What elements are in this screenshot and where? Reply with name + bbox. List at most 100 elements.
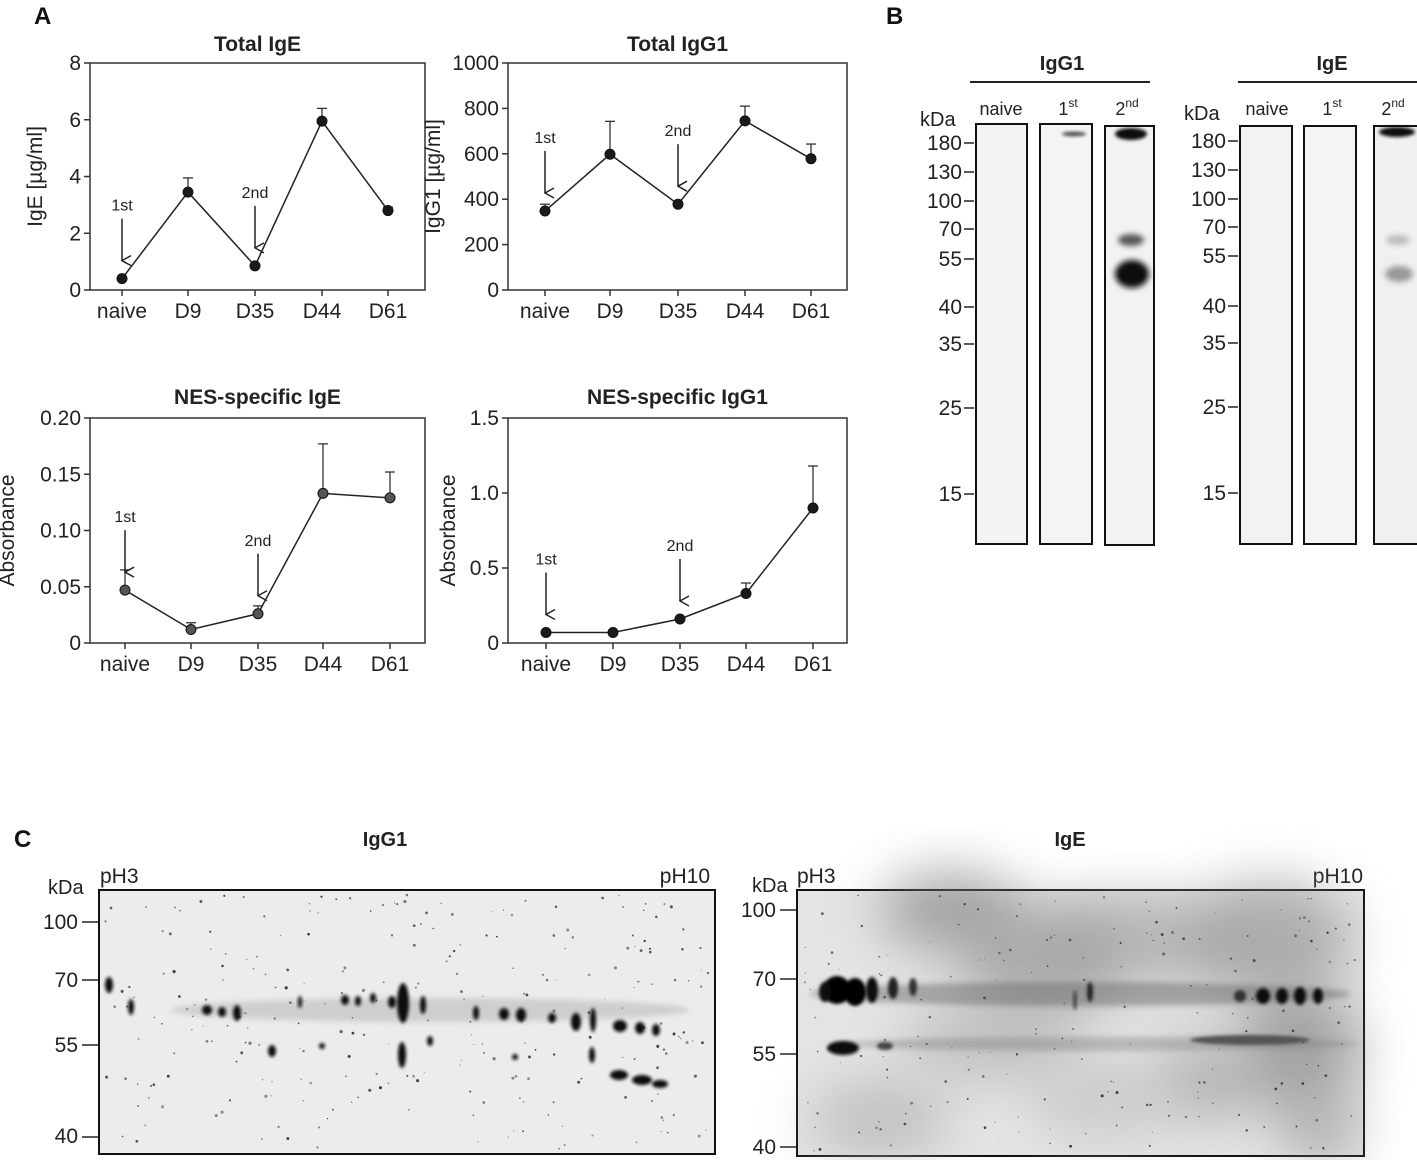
speckle xyxy=(209,948,212,950)
speckle xyxy=(199,900,203,903)
speckle xyxy=(910,1101,914,1105)
speckle xyxy=(938,894,941,898)
lane-label-naive: naive xyxy=(979,99,1022,119)
speckle xyxy=(642,909,645,912)
speckle xyxy=(271,1081,273,1083)
blot-lane-first xyxy=(1303,125,1357,545)
protein-spot xyxy=(499,1008,509,1020)
speckle xyxy=(1045,939,1048,941)
speckle xyxy=(1123,1005,1126,1008)
blot-lane-second xyxy=(1104,125,1155,546)
speckle xyxy=(309,1081,313,1085)
speckle xyxy=(1234,969,1237,973)
protein-spot xyxy=(866,977,878,1003)
speckle xyxy=(317,1126,320,1129)
speckle xyxy=(1350,1114,1353,1118)
protein-spot xyxy=(877,1042,893,1050)
speckle xyxy=(662,1048,666,1051)
background-smear xyxy=(1280,1100,1360,1160)
ph-right-label: pH10 xyxy=(660,865,710,888)
y-tick-label: 0 xyxy=(69,279,81,302)
western-blot-ige: IgE kDa naive 1st 2nd 180 130 100 70 55 … xyxy=(1184,53,1417,545)
speckle xyxy=(417,982,420,985)
speckle xyxy=(878,955,881,958)
y-tick-label: 0.05 xyxy=(40,576,81,599)
speckle xyxy=(1121,1106,1123,1109)
speckle xyxy=(527,1077,530,1081)
data-point xyxy=(739,115,751,127)
speckle xyxy=(416,1079,420,1083)
speckle xyxy=(660,1131,662,1133)
kda-unit-label: kDa xyxy=(752,875,788,897)
speckle xyxy=(682,1031,685,1034)
speckle xyxy=(147,1096,150,1099)
speckle xyxy=(577,1080,581,1084)
speckle xyxy=(804,946,806,949)
speckle xyxy=(224,953,227,955)
y-axis-label: IgE [µg/ml] xyxy=(24,126,47,227)
mw-marker-55: 55 xyxy=(939,248,974,271)
speckle xyxy=(121,1135,124,1138)
svg-text:55: 55 xyxy=(753,1043,776,1066)
speckle xyxy=(587,973,591,977)
speckle xyxy=(635,1141,638,1144)
speckle xyxy=(657,1093,659,1095)
speckle xyxy=(309,910,311,912)
speckle xyxy=(672,1032,676,1036)
speckle xyxy=(519,1097,521,1099)
speckle xyxy=(1298,930,1300,932)
speckle xyxy=(124,1077,127,1080)
speckle xyxy=(522,992,526,995)
speckle xyxy=(481,1043,484,1045)
band-row-faint xyxy=(810,982,1350,1006)
speckle xyxy=(1054,900,1056,902)
band-50-faint xyxy=(1385,266,1413,282)
y-tick-label: 1.5 xyxy=(470,407,499,430)
speckle xyxy=(857,894,859,897)
speckle xyxy=(639,949,643,953)
y-tick-label: 400 xyxy=(464,188,499,211)
speckle xyxy=(1241,899,1243,901)
speckle xyxy=(1252,959,1256,963)
speckle xyxy=(809,988,812,991)
data-point xyxy=(384,492,396,504)
mw-marker-40: 40 xyxy=(939,296,974,319)
speckle xyxy=(613,966,618,970)
speckle xyxy=(403,899,407,904)
speckle xyxy=(242,896,245,898)
speckle xyxy=(1120,965,1122,968)
svg-text:40: 40 xyxy=(753,1136,776,1159)
protein-spot xyxy=(1256,988,1270,1004)
two-d-blot-title: IgG1 xyxy=(363,829,407,851)
mw-marker-100: 100 xyxy=(1191,188,1238,211)
speckle xyxy=(982,1075,985,1078)
speckle xyxy=(880,974,883,977)
speckle xyxy=(1080,1057,1083,1061)
speckle xyxy=(813,1150,815,1152)
speckle xyxy=(878,972,881,975)
speckle xyxy=(1100,1094,1104,1098)
speckle xyxy=(128,985,131,989)
y-tick-label: 0.15 xyxy=(40,463,81,486)
speckle xyxy=(1314,1097,1316,1099)
speckle xyxy=(554,905,558,908)
speckle xyxy=(263,915,266,918)
speckle xyxy=(669,905,673,909)
speckle xyxy=(1162,952,1166,956)
speckle xyxy=(859,1054,863,1058)
mw-marker-25: 25 xyxy=(1203,396,1238,419)
speckle xyxy=(270,1095,272,1097)
speckle xyxy=(492,1057,496,1061)
speckle xyxy=(705,1129,707,1131)
x-tick-label: D44 xyxy=(303,300,342,323)
protein-spot xyxy=(589,1047,595,1063)
protein-spot xyxy=(398,1042,406,1068)
protein-spot xyxy=(1087,982,1093,1002)
speckle xyxy=(1049,1142,1051,1145)
speckle xyxy=(814,1126,816,1129)
speckle xyxy=(1150,934,1152,936)
svg-text:180: 180 xyxy=(1191,130,1226,153)
immunization-label: 2nd xyxy=(245,533,272,550)
speckle xyxy=(459,944,462,946)
speckle xyxy=(280,934,282,937)
